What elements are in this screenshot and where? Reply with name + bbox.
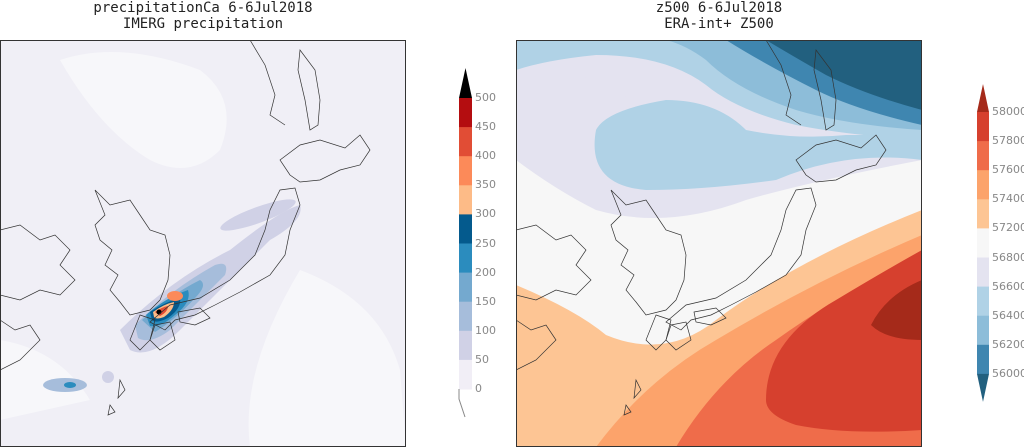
precip-under-tail <box>458 389 466 418</box>
right-title-text: z500 6-6Jul2018 <box>655 0 783 16</box>
z500-swatch <box>977 141 989 171</box>
precip-tick-label: 200 <box>475 265 496 279</box>
precip-tick-label: 350 <box>475 178 496 192</box>
z500-swatch <box>977 170 989 200</box>
left-title-text: precipitationCa 6-6Jul2018 <box>93 0 313 16</box>
z500-tick-label: 57400 <box>992 192 1024 206</box>
precip-tick-label: 250 <box>475 236 496 250</box>
z500-swatch <box>977 228 989 258</box>
z500-tick-label: 56600 <box>992 279 1024 293</box>
precip-tick-label: 500 <box>475 91 496 104</box>
precip-tick-label: 450 <box>475 120 496 134</box>
precip-tick-label: 300 <box>475 207 496 221</box>
precip-tick-label: 400 <box>475 149 496 163</box>
right-title: z500 6-6Jul2018 ERA-int+ Z500 <box>516 0 922 32</box>
z500-tick-label: 56000 <box>992 366 1024 380</box>
z500-swatch <box>977 344 989 375</box>
z500-under-triangle <box>977 373 989 402</box>
z500-map <box>516 40 922 447</box>
precip-swatch <box>459 98 472 128</box>
z500-tick-label: 57200 <box>992 221 1024 235</box>
precip-swatch <box>459 127 472 157</box>
z500-tick-label: 57600 <box>992 163 1024 177</box>
precip-swatch <box>459 156 472 186</box>
z500-swatch <box>977 112 989 142</box>
z500-tick-label: 56800 <box>992 250 1024 264</box>
z500-tick-label: 58000 <box>992 105 1024 118</box>
precip-swatch <box>459 243 472 274</box>
precip-swatch <box>459 330 472 361</box>
precip-swatch <box>459 214 472 244</box>
precip-swatch <box>459 359 472 390</box>
z500-swatch <box>977 286 989 317</box>
left-subtitle-text: IMERG precipitation <box>122 16 284 32</box>
precip-swatch <box>459 301 472 332</box>
left-title: precipitationCa 6-6Jul2018 IMERG precipi… <box>0 0 406 32</box>
z500-swatch <box>977 315 989 346</box>
precip-tick-label: 100 <box>475 323 496 337</box>
z500-over-triangle <box>977 84 989 112</box>
z500-swatch <box>977 199 989 229</box>
z500-swatch <box>977 257 989 288</box>
precip-tick-label: 50 <box>475 352 489 366</box>
precip-swatch <box>459 185 472 215</box>
precip-over-triangle <box>459 68 472 98</box>
z500-tick-label: 56200 <box>992 337 1024 351</box>
precip-tick-label: 150 <box>475 294 496 308</box>
z500-tick-label: 56400 <box>992 308 1024 322</box>
z500-tick-label: 57800 <box>992 134 1024 148</box>
precip-tick-label: 0 <box>475 382 482 395</box>
precipitation-map <box>0 40 406 447</box>
right-subtitle-text: ERA-int+ Z500 <box>664 16 774 32</box>
precip-swatch <box>459 272 472 303</box>
